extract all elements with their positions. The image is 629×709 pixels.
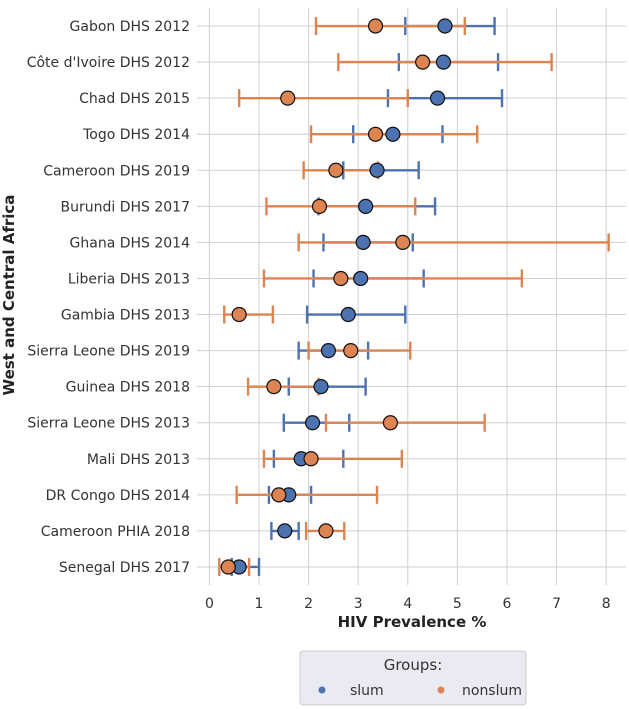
- slum-point: [313, 379, 329, 395]
- legend-slum-label: slum: [350, 683, 384, 699]
- x-tick-label: 6: [503, 596, 512, 612]
- slum-point: [435, 54, 452, 70]
- nonslum-point: [333, 270, 349, 287]
- y-tick-label: Cameroon PHIA 2018: [41, 524, 190, 540]
- legend-title: Groups:: [384, 656, 443, 674]
- nonslum-point: [318, 523, 334, 539]
- y-tick-label: DR Congo DHS 2014: [46, 488, 190, 504]
- y-tick-label: Cameroon DHS 2019: [43, 163, 190, 179]
- grid: [197, 8, 626, 585]
- legend-slum-marker: [318, 686, 326, 694]
- slum-point: [340, 306, 356, 323]
- x-tick-label: 8: [602, 596, 611, 612]
- x-tick-label: 3: [354, 596, 363, 612]
- slum-point: [320, 342, 337, 359]
- slum-point: [304, 415, 321, 431]
- legend-nonslum-label: nonslum: [462, 683, 522, 699]
- y-tick-label: Mali DHS 2013: [87, 452, 190, 468]
- nonslum-point: [266, 379, 282, 395]
- y-tick-labels: Gabon DHS 2012 Côte d'Ivoire DHS 2012 Chad…: [27, 19, 190, 576]
- nonslum-point: [303, 451, 319, 467]
- x-tick-label: 7: [552, 596, 561, 612]
- x-tick-label: 2: [304, 596, 313, 612]
- data-points: [220, 18, 453, 575]
- slum-point: [358, 198, 374, 214]
- slum-point: [369, 162, 385, 178]
- nonslum-point: [382, 415, 399, 431]
- y-tick-label: Gambia DHS 2013: [61, 308, 190, 324]
- x-tick-label: 1: [255, 596, 264, 612]
- y-tick-label: Sierra Leone DHS 2013: [27, 416, 190, 432]
- y-tick-label: Liberia DHS 2013: [68, 271, 190, 287]
- y-tick-label: Senegal DHS 2017: [59, 560, 190, 576]
- nonslum-point: [220, 559, 236, 575]
- slum-point: [353, 270, 369, 287]
- y-tick-label: Côte d'Ivoire DHS 2012: [27, 55, 190, 71]
- legend-box: [299, 650, 527, 706]
- x-tick-label: 5: [453, 596, 462, 612]
- y-axis-title: West and Central Africa: [0, 195, 18, 396]
- nonslum-point: [395, 234, 411, 251]
- error-bars: [218, 17, 610, 576]
- nonslum-point: [280, 90, 296, 106]
- nonslum-point: [328, 162, 344, 178]
- y-tick-label: Togo DHS 2014: [82, 127, 190, 143]
- slum-point: [355, 234, 371, 251]
- nonslum-point: [231, 306, 247, 323]
- y-tick-label: Burundi DHS 2017: [61, 199, 190, 215]
- x-tick-label: 4: [403, 596, 412, 612]
- nonslum-point: [367, 126, 384, 142]
- legend-nonslum-marker: [437, 686, 445, 694]
- x-tick-label: 0: [205, 596, 214, 612]
- y-tick-label: Sierra Leone DHS 2019: [27, 344, 190, 360]
- x-tick-labels: 0 1 2 3 4 5 6 7 8: [205, 596, 611, 612]
- nonslum-point: [367, 18, 384, 34]
- nonslum-point: [343, 342, 359, 359]
- y-tick-label: Ghana DHS 2014: [70, 235, 191, 251]
- nonslum-point: [311, 198, 328, 214]
- y-tick-label: Gabon DHS 2012: [70, 19, 190, 35]
- y-tick-label: Guinea DHS 2018: [66, 380, 190, 396]
- legend: Groups: slum nonslum: [299, 650, 527, 706]
- slum-point: [429, 90, 446, 106]
- slum-point: [277, 523, 293, 539]
- nonslum-point: [415, 54, 431, 70]
- nonslum-point: [271, 487, 287, 503]
- slum-point: [385, 126, 401, 142]
- y-tick-label: Chad DHS 2015: [79, 91, 190, 107]
- x-axis-title: HIV Prevalence %: [338, 613, 487, 631]
- slum-point: [437, 18, 453, 34]
